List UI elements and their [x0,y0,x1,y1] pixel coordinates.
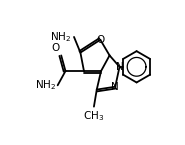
Text: CH$_3$: CH$_3$ [83,109,105,123]
Text: NH$_2$: NH$_2$ [50,30,71,44]
Text: O: O [52,43,60,53]
Text: NH$_2$: NH$_2$ [35,78,56,92]
Text: N: N [111,82,119,92]
Text: O: O [96,35,105,45]
Text: N: N [116,62,123,72]
